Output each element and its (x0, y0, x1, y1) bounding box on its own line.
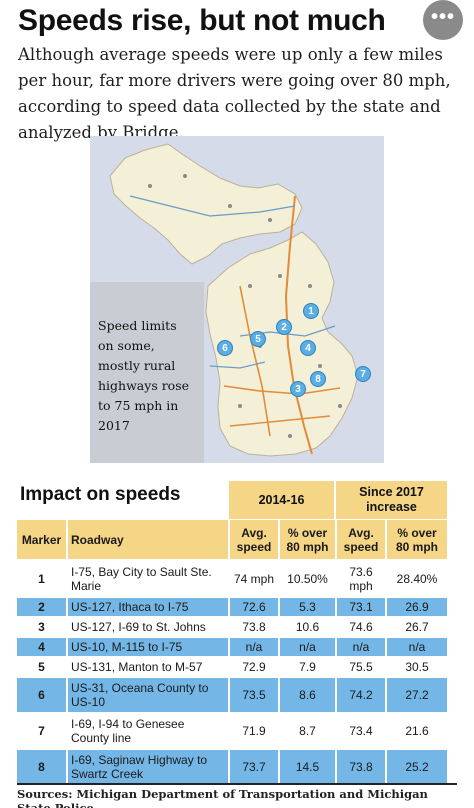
table-row: 1 I-75, Bay City to Sault Ste. Marie 74 … (17, 559, 449, 597)
cell-marker: 6 (17, 676, 68, 713)
cell-over80-2017: 26.9 (386, 596, 449, 617)
cell-marker: 4 (17, 636, 68, 657)
map-marker-7[interactable]: 7 (355, 366, 371, 382)
cell-marker: 3 (17, 616, 68, 637)
page-subtitle: Although average speeds were up only a f… (18, 45, 451, 142)
cell-marker: 2 (17, 596, 68, 617)
cell-roadway: I-75, Bay City to Sault Ste. Marie (67, 559, 230, 597)
map-marker-8[interactable]: 8 (310, 371, 326, 387)
group-header-2017: Since 2017 increase (336, 481, 447, 519)
cell-over80-2017: 30.5 (386, 656, 449, 677)
cell-marker: 8 (17, 748, 68, 783)
table-row: 8 I-69, Saginaw Highway to Swartz Creek … (17, 748, 449, 783)
cell-roadway: I-69, Saginaw Highway to Swartz Creek (67, 748, 230, 783)
cell-marker: 1 (17, 559, 68, 597)
table-row: 5 US-131, Manton to M-57 72.9 7.9 75.5 3… (17, 656, 449, 677)
table-row: 2 US-127, Ithaca to I-75 72.6 5.3 73.1 2… (17, 596, 449, 617)
cell-avg-2017: 73.8 (336, 748, 387, 783)
more-options-button[interactable]: ••• (423, 0, 463, 40)
cell-over80-2014: 7.9 (279, 656, 337, 677)
page-title: Speeds rise, but not much (18, 4, 386, 37)
cell-over80-2014: 8.6 (279, 676, 337, 713)
map-marker-4[interactable]: 4 (300, 340, 316, 356)
map-marker-3[interactable]: 3 (290, 381, 306, 397)
cell-avg-2014: 73.7 (229, 748, 280, 783)
cell-avg-2014: 72.6 (229, 596, 280, 617)
table-row: 4 US-10, M-115 to I-75 n/a n/a n/a n/a (17, 636, 449, 657)
cell-roadway: US-127, I-69 to St. Johns (67, 616, 230, 637)
cell-roadway: US-131, Manton to M-57 (67, 656, 230, 677)
col-avg-2014: Avg. speed (229, 520, 280, 560)
cell-avg-2014: n/a (229, 636, 280, 657)
cell-avg-2017: 74.6 (336, 616, 387, 637)
cell-avg-2017: 75.5 (336, 656, 387, 677)
cell-over80-2014: n/a (279, 636, 337, 657)
cell-avg-2014: 74 mph (229, 559, 280, 597)
cell-avg-2014: 72.9 (229, 656, 280, 677)
cell-avg-2014: 73.5 (229, 676, 280, 713)
cell-avg-2017: 73.6 mph (336, 559, 387, 597)
cell-over80-2017: 26.7 (386, 616, 449, 637)
sources-note: Sources: Michigan Department of Transpor… (17, 783, 457, 808)
map-marker-5[interactable]: 5 (250, 331, 266, 347)
cell-avg-2014: 73.8 (229, 616, 280, 637)
cell-over80-2017: 25.2 (386, 748, 449, 783)
col-marker: Marker (17, 520, 68, 560)
col-over80-2014: % over 80 mph (279, 520, 337, 560)
michigan-map (90, 136, 384, 463)
cell-avg-2017: 74.2 (336, 676, 387, 713)
cell-over80-2017: 27.2 (386, 676, 449, 713)
table-row: 6 US-31, Oceana County to US-10 73.5 8.6… (17, 676, 449, 713)
cell-over80-2014: 10.50% (279, 559, 337, 597)
table-row: 7 I-69, I-94 to Genesee County line 71.9… (17, 712, 449, 749)
cell-avg-2017: 73.4 (336, 712, 387, 749)
col-avg-2017: Avg. speed (336, 520, 387, 560)
map-callout: Speed limits on some, mostly rural highw… (90, 282, 204, 463)
cell-over80-2014: 5.3 (279, 596, 337, 617)
cell-avg-2017: n/a (336, 636, 387, 657)
cell-over80-2014: 8.7 (279, 712, 337, 749)
cell-marker: 7 (17, 712, 68, 749)
map-marker-6[interactable]: 6 (217, 340, 233, 356)
group-header-2014: 2014-16 (229, 481, 334, 519)
impact-heading: Impact on speeds (20, 484, 181, 505)
cell-avg-2014: 71.9 (229, 712, 280, 749)
cell-over80-2017: 21.6 (386, 712, 449, 749)
impact-table: Marker Roadway Avg. speed % over 80 mph … (17, 520, 449, 783)
cell-over80-2014: 10.6 (279, 616, 337, 637)
cell-roadway: US-127, Ithaca to I-75 (67, 596, 230, 617)
cell-over80-2014: 14.5 (279, 748, 337, 783)
cell-avg-2017: 73.1 (336, 596, 387, 617)
col-roadway: Roadway (67, 520, 230, 560)
cell-roadway: US-31, Oceana County to US-10 (67, 676, 230, 713)
col-over80-2017: % over 80 mph (386, 520, 449, 560)
map-marker-1[interactable]: 1 (303, 303, 319, 319)
cell-marker: 5 (17, 656, 68, 677)
cell-roadway: US-10, M-115 to I-75 (67, 636, 230, 657)
cell-over80-2017: 28.40% (386, 559, 449, 597)
map-marker-2[interactable]: 2 (276, 319, 292, 335)
table-row: 3 US-127, I-69 to St. Johns 73.8 10.6 74… (17, 616, 449, 637)
table-header-row: Marker Roadway Avg. speed % over 80 mph … (17, 520, 449, 560)
cell-roadway: I-69, I-94 to Genesee County line (67, 712, 230, 749)
cell-over80-2017: n/a (386, 636, 449, 657)
